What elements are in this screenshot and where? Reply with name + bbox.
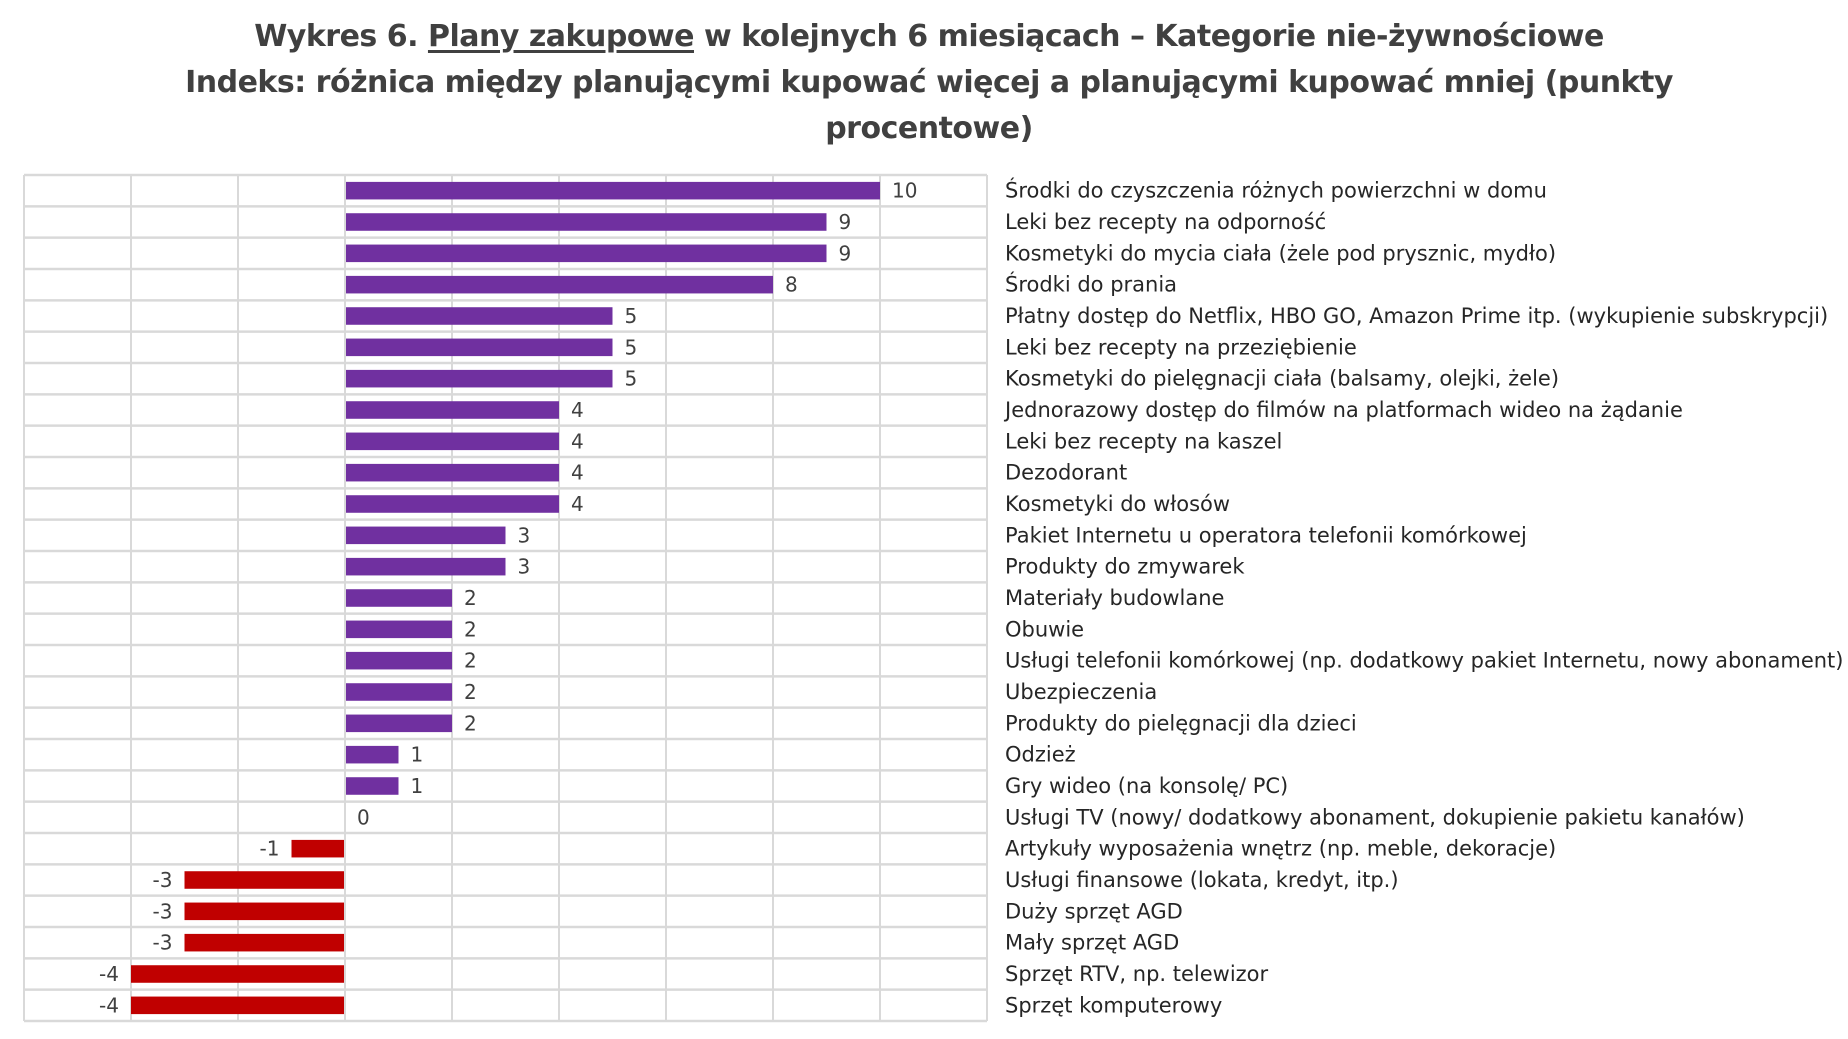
data-label: 4 [571, 461, 584, 485]
data-label: 10 [892, 179, 917, 203]
data-label: 5 [625, 367, 638, 391]
category-label: Płatny dostęp do Netflix, HBO GO, Amazon… [1005, 304, 1828, 328]
category-label: Odzież [1005, 743, 1076, 767]
data-label: -4 [99, 962, 119, 986]
bar [346, 181, 880, 200]
category-label: Pakiet Internetu u operatora telefonii k… [1005, 523, 1527, 547]
data-label: 1 [411, 774, 424, 798]
category-label: Sprzęt komputerowy [1005, 993, 1222, 1017]
bar [346, 275, 773, 294]
category-label: Jednorazowy dostęp do filmów na platform… [1003, 398, 1683, 422]
data-label: -3 [153, 931, 173, 955]
category-label: Środki do prania [1005, 272, 1177, 297]
category-label: Ubezpieczenia [1005, 680, 1157, 704]
chart-subtitle-line1: Indeks: różnica między planującymi kupow… [185, 65, 1673, 100]
bar [131, 965, 344, 983]
data-label: 4 [571, 429, 584, 453]
category-label: Leki bez recepty na przeziębienie [1005, 335, 1357, 359]
grid [23, 173, 988, 1023]
category-label: Produkty do zmywarek [1005, 555, 1245, 579]
title-suffix: w kolejnych 6 miesiącach – Kategorie nie… [694, 19, 1604, 54]
bar [346, 526, 506, 545]
bar [346, 463, 559, 482]
bar [346, 557, 506, 576]
bar [346, 589, 452, 607]
data-label: 1 [411, 743, 424, 767]
data-label: 2 [464, 680, 477, 704]
title-underlined: Plany zakupowe [427, 19, 695, 54]
data-label: -1 [260, 837, 280, 861]
data-label: 2 [464, 711, 477, 735]
bar [184, 871, 344, 889]
chart-title: Wykres 6. Plany zakupowe w kolejnych 6 m… [0, 14, 1848, 60]
category-label: Obuwie [1005, 617, 1084, 641]
category-label: Kosmetyki do mycia ciała (żele pod prysz… [1005, 241, 1556, 265]
data-label: 8 [785, 273, 798, 297]
bar [346, 683, 452, 701]
bar [346, 369, 613, 388]
data-label: 2 [464, 649, 477, 673]
category-label: Dezodorant [1005, 461, 1127, 485]
data-label: 3 [518, 555, 531, 579]
category-label: Sprzęt RTV, np. telewizor [1005, 962, 1269, 986]
bar [346, 620, 452, 639]
bar [346, 745, 399, 764]
data-label: 2 [464, 617, 477, 641]
data-label: 9 [839, 210, 852, 234]
data-label: 0 [357, 805, 370, 829]
category-label: Leki bez recepty na odporność [1005, 210, 1326, 234]
bar [346, 244, 827, 263]
bar [291, 839, 344, 858]
category-label: Leki bez recepty na kaszel [1005, 429, 1282, 453]
category-label: Kosmetyki do pielęgnacji ciała (balsamy,… [1005, 367, 1559, 391]
bar [346, 714, 452, 733]
data-label: -4 [99, 993, 119, 1017]
data-label: 3 [518, 523, 531, 547]
bar [346, 338, 613, 357]
category-label: Produkty do pielęgnacji dla dzieci [1005, 711, 1357, 735]
category-label: Środki do czyszczenia różnych powierzchn… [1005, 178, 1547, 203]
chart-title-block: Wykres 6. Plany zakupowe w kolejnych 6 m… [0, 14, 1848, 152]
bars [131, 181, 880, 1015]
bar [131, 996, 344, 1015]
bar [346, 432, 559, 451]
category-label: Artykuły wyposażenia wnętrz (np. meble, … [1005, 837, 1556, 861]
data-label: 9 [839, 241, 852, 265]
title-prefix: Wykres 6. [254, 19, 428, 54]
bar [346, 307, 613, 325]
data-label: 5 [625, 335, 638, 359]
category-label: Kosmetyki do włosów [1005, 492, 1230, 516]
category-label: Usługi TV (nowy/ dodatkowy abonament, do… [1005, 805, 1745, 829]
bar [346, 777, 399, 795]
bar [346, 401, 559, 419]
data-label: 2 [464, 586, 477, 610]
category-label: Duży sprzęt AGD [1005, 899, 1183, 923]
category-labels: Środki do czyszczenia różnych powierzchn… [1003, 178, 1843, 1018]
bar [346, 213, 827, 231]
data-label: -3 [153, 899, 173, 923]
chart-subtitle-line2: procentowe) [825, 111, 1033, 146]
data-label: -3 [153, 868, 173, 892]
category-label: Mały sprzęt AGD [1005, 931, 1179, 955]
bar [184, 933, 344, 952]
data-label: 5 [625, 304, 638, 328]
data-label: 4 [571, 398, 584, 422]
category-label: Materiały budowlane [1005, 586, 1224, 610]
category-label: Usługi telefonii komórkowej (np. dodatko… [1005, 649, 1843, 673]
data-label: 4 [571, 492, 584, 516]
bar [346, 495, 559, 513]
category-label: Usługi finansowe (lokata, kredyt, itp.) [1005, 868, 1399, 892]
category-label: Gry wideo (na konsolę/ PC) [1005, 774, 1288, 798]
bar [184, 902, 344, 921]
bar [346, 651, 452, 670]
